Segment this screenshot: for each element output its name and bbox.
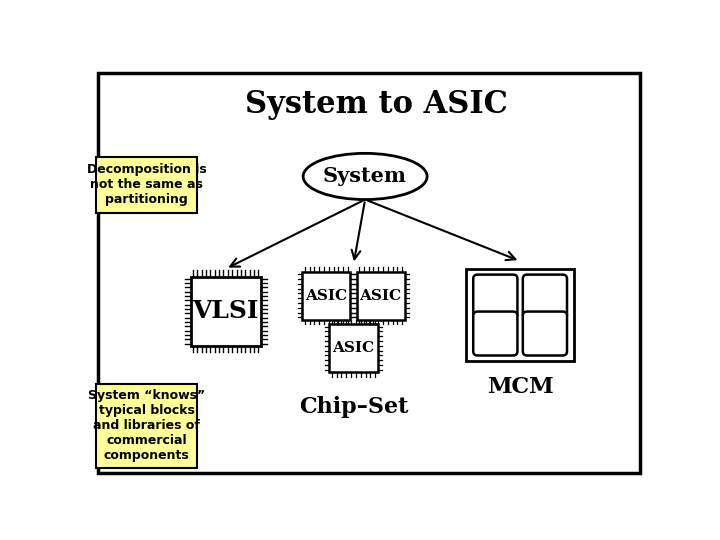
FancyBboxPatch shape [98, 72, 640, 473]
Bar [96, 157, 197, 213]
Bar [302, 272, 351, 320]
Text: ASIC: ASIC [305, 289, 348, 303]
Text: System “knows”
typical blocks
and libraries of
commercial
components: System “knows” typical blocks and librar… [88, 389, 205, 462]
FancyBboxPatch shape [523, 312, 567, 355]
FancyBboxPatch shape [473, 275, 518, 319]
FancyBboxPatch shape [473, 312, 518, 355]
Text: System to ASIC: System to ASIC [246, 89, 508, 120]
Text: VLSI: VLSI [192, 299, 259, 323]
Text: Chip–Set: Chip–Set [299, 396, 408, 419]
Bar [96, 384, 197, 468]
FancyBboxPatch shape [523, 275, 567, 319]
Text: System: System [323, 166, 407, 186]
Bar [330, 325, 377, 372]
Bar [356, 272, 405, 320]
Text: Decomposition is
not the same as
partitioning: Decomposition is not the same as partiti… [86, 164, 207, 206]
Ellipse shape [303, 153, 427, 200]
Bar [191, 276, 261, 346]
Bar [466, 269, 575, 361]
Text: MCM: MCM [487, 376, 554, 397]
Text: ASIC: ASIC [359, 289, 402, 303]
Text: ASIC: ASIC [333, 341, 374, 355]
